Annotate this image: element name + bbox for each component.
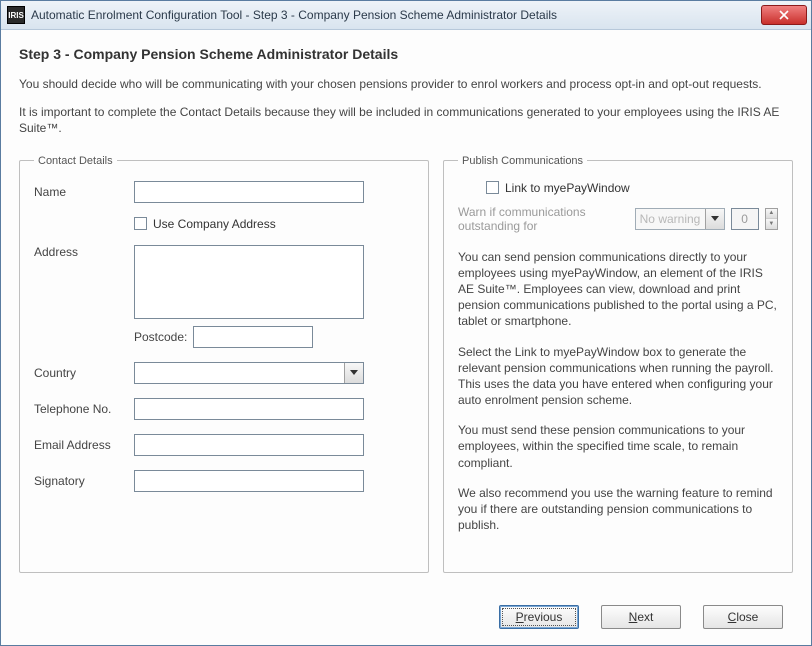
country-select[interactable] [134, 362, 364, 384]
window-title: Automatic Enrolment Configuration Tool -… [31, 8, 761, 22]
email-label: Email Address [34, 438, 134, 452]
publish-communications-group: Publish Communications Link to myePayWin… [443, 155, 793, 573]
dialog-window: IRIS Automatic Enrolment Configuration T… [0, 0, 812, 646]
window-close-button[interactable] [761, 5, 807, 25]
warn-days-spinner: ▲ ▼ [765, 208, 778, 230]
publish-paragraph-4: We also recommend you use the warning fe… [458, 485, 778, 534]
contact-details-legend: Contact Details [34, 155, 117, 167]
address-label: Address [34, 245, 134, 259]
postcode-label: Postcode: [134, 330, 187, 344]
contact-details-group: Contact Details Name Use Company Address… [19, 155, 429, 573]
spinner-up-icon: ▲ [766, 209, 777, 220]
publish-paragraph-3: You must send these pension communicatio… [458, 422, 778, 471]
signatory-label: Signatory [34, 474, 134, 488]
button-bar: Previous Next Close [19, 591, 793, 635]
publish-communications-legend: Publish Communications [458, 155, 587, 167]
intro-text: You should decide who will be communicat… [19, 76, 793, 149]
columns: Contact Details Name Use Company Address… [19, 155, 793, 591]
close-button[interactable]: Close [703, 605, 783, 629]
use-company-address-label: Use Company Address [153, 217, 276, 231]
step-heading: Step 3 - Company Pension Scheme Administ… [19, 46, 793, 62]
titlebar: IRIS Automatic Enrolment Configuration T… [1, 1, 811, 30]
next-button[interactable]: Next [601, 605, 681, 629]
intro-paragraph-2: It is important to complete the Contact … [19, 104, 793, 136]
link-myepaywindow-label: Link to myePayWindow [505, 181, 630, 195]
publish-description: You can send pension communications dire… [458, 249, 778, 534]
telephone-label: Telephone No. [34, 402, 134, 416]
warn-select: No warning [635, 208, 725, 230]
spinner-down-icon: ▼ [766, 219, 777, 229]
name-input[interactable] [134, 181, 364, 203]
warn-label: Warn if communications outstanding for [458, 205, 629, 233]
app-icon: IRIS [7, 6, 25, 24]
close-icon [779, 10, 789, 20]
warn-days-input [731, 208, 759, 230]
signatory-input[interactable] [134, 470, 364, 492]
use-company-address-checkbox[interactable] [134, 217, 147, 230]
telephone-input[interactable] [134, 398, 364, 420]
publish-paragraph-1: You can send pension communications dire… [458, 249, 778, 330]
name-label: Name [34, 185, 134, 199]
postcode-input[interactable] [193, 326, 313, 348]
email-input[interactable] [134, 434, 364, 456]
link-myepaywindow-checkbox[interactable] [486, 181, 499, 194]
country-label: Country [34, 366, 134, 380]
intro-paragraph-1: You should decide who will be communicat… [19, 76, 793, 92]
dialog-content: Step 3 - Company Pension Scheme Administ… [1, 30, 811, 645]
previous-button[interactable]: Previous [499, 605, 579, 629]
address-input[interactable] [134, 245, 364, 319]
publish-paragraph-2: Select the Link to myePayWindow box to g… [458, 344, 778, 409]
